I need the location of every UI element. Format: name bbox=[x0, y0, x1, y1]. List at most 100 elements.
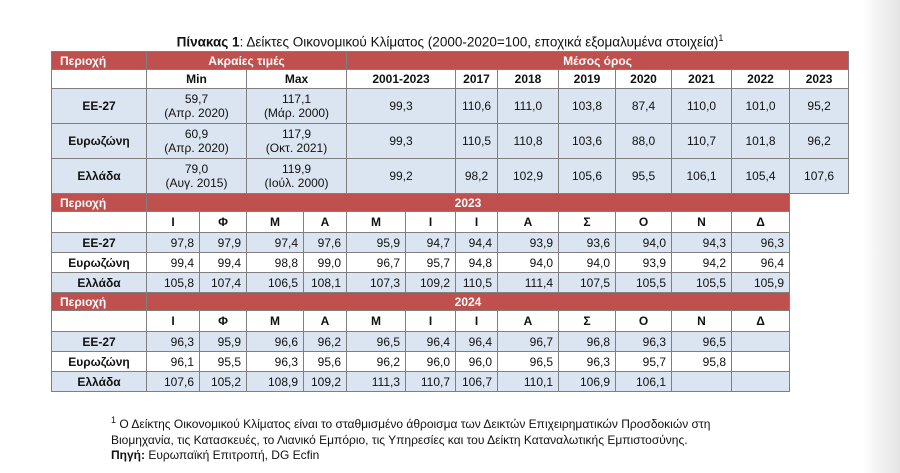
average-value-cell: 110,8 bbox=[497, 123, 560, 159]
month-header: Σ bbox=[558, 211, 617, 233]
month-header: Μ bbox=[346, 310, 407, 332]
month-header: Ο bbox=[615, 211, 673, 233]
month-value-cell bbox=[671, 371, 733, 392]
year-header: 2023 bbox=[145, 193, 791, 212]
month-header: Α bbox=[497, 310, 560, 332]
month-value-cell: 94,7 bbox=[405, 232, 457, 253]
month-value-cell: 94,4 bbox=[455, 232, 499, 253]
month-value-cell: 106,5 bbox=[246, 272, 304, 293]
year-column-header: 2020 bbox=[615, 69, 673, 89]
extremes-header: Ακραίες τιμές bbox=[145, 51, 348, 70]
average-value-cell: 110,7 bbox=[671, 123, 733, 159]
month-header: Α bbox=[302, 310, 348, 332]
max-cell: 117,9 (Οκτ. 2021) bbox=[245, 123, 348, 159]
table-title-footnote-mark: 1 bbox=[718, 33, 724, 43]
footnote-line-1: 1 Ο Δείκτης Οικονομικού Κλίματος είναι τ… bbox=[111, 413, 851, 433]
month-value-cell: 94,0 bbox=[558, 252, 617, 273]
month-value-cell: 105,9 bbox=[731, 272, 791, 293]
month-header: Ι bbox=[405, 211, 457, 233]
region-label: ΕΕ-27 bbox=[51, 232, 147, 253]
table-a-row: ΕΕ-27 59,7 (Απρ. 2020) 117,1 (Μάρ. 2000) 99,3… bbox=[51, 88, 850, 124]
extreme-value: 117,1 bbox=[281, 92, 312, 106]
average-value-cell: 95,2 bbox=[789, 88, 850, 124]
month-header: Α bbox=[497, 211, 560, 233]
month-value-cell: 95,5 bbox=[199, 351, 247, 372]
extreme-date: (Μάρ. 2000) bbox=[263, 106, 330, 120]
table_2023-header-row: Περιοχή 2023 bbox=[51, 193, 849, 212]
average-value-cell: 99,3 bbox=[346, 123, 457, 159]
month-value-cell: 109,2 bbox=[405, 272, 457, 293]
month-value-cell: 99,0 bbox=[302, 252, 348, 273]
month-value-cell bbox=[731, 331, 791, 352]
month-header: Ι bbox=[405, 310, 457, 332]
month-value-cell: 105,5 bbox=[615, 272, 673, 293]
table_2023-data-row: ΕΕ-27 97,8 97,9 97,4 97,6 95,9 94,7 94,4 93,9 93,… bbox=[51, 232, 849, 253]
month-value-cell: 95,6 bbox=[302, 351, 348, 372]
month-value-cell: 94,8 bbox=[455, 252, 499, 273]
month-value-cell: 111,3 bbox=[346, 371, 407, 392]
month-value-cell: 96,3 bbox=[558, 351, 617, 372]
month-value-cell: 96,4 bbox=[731, 252, 791, 273]
month-value-cell: 96,0 bbox=[405, 351, 457, 372]
average-value-cell: 87,4 bbox=[615, 88, 673, 124]
extreme-date: (Οκτ. 2021) bbox=[265, 141, 328, 155]
month-header: Ν bbox=[671, 310, 733, 332]
month-value-cell: 107,4 bbox=[199, 272, 247, 293]
region-label: Ελλάδα bbox=[51, 371, 147, 392]
month-value-cell: 96,3 bbox=[146, 331, 200, 352]
month-value-cell: 96,0 bbox=[455, 351, 499, 372]
average-value-cell: 96,2 bbox=[789, 123, 850, 159]
extreme-value: 79,0 bbox=[184, 162, 209, 176]
region-label: ΕΕ-27 bbox=[51, 88, 147, 124]
average-value-cell: 105,6 bbox=[558, 158, 617, 194]
table_2024-data-row: ΕΕ-27 96,3 95,9 96,6 96,2 96,5 96,4 96,4 96,7 96,… bbox=[51, 331, 849, 352]
region-header: Περιοχή bbox=[51, 193, 147, 212]
extreme-value: 119,9 bbox=[281, 162, 312, 176]
average-value-cell: 105,4 bbox=[731, 158, 791, 194]
month-header: Σ bbox=[558, 310, 617, 332]
min-cell: 60,9 (Απρ. 2020) bbox=[146, 123, 247, 159]
month-value-cell: 108,9 bbox=[246, 371, 304, 392]
month-value-cell: 109,2 bbox=[302, 371, 348, 392]
month-value-cell: 108,1 bbox=[302, 272, 348, 293]
region-header: Περιοχή bbox=[51, 51, 147, 70]
source-label: Πηγή: bbox=[111, 448, 145, 462]
month-value-cell: 96,3 bbox=[731, 232, 791, 253]
footnote-line-2: Βιομηχανία, τις Κατασκευές, το Λιανικό Ε… bbox=[111, 432, 688, 447]
max-header: Max bbox=[245, 69, 348, 89]
month-value-cell: 110,1 bbox=[497, 371, 560, 392]
extreme-date: (Αυγ. 2015) bbox=[165, 176, 228, 190]
min-cell: 79,0 (Αυγ. 2015) bbox=[146, 158, 247, 194]
year-column-header: 2018 bbox=[497, 69, 560, 89]
month-value-cell: 96,2 bbox=[302, 331, 348, 352]
month-value-cell: 96,2 bbox=[346, 351, 407, 372]
month-value-cell: 106,9 bbox=[558, 371, 617, 392]
year-column-header: 2017 bbox=[455, 69, 499, 89]
month-header: Ν bbox=[671, 211, 733, 233]
footnote-mark: 1 bbox=[111, 415, 117, 425]
page-edge-shadow bbox=[862, 0, 900, 473]
table-a-row: Ελλάδα 79,0 (Αυγ. 2015) 119,9 (Ιούλ. 2000) 99… bbox=[51, 158, 850, 194]
extreme-date: (Απρ. 2020) bbox=[164, 141, 229, 155]
month-header: Φ bbox=[199, 211, 247, 233]
month-value-cell: 107,3 bbox=[346, 272, 407, 293]
month-value-cell: 95,9 bbox=[199, 331, 247, 352]
year-header: 2024 bbox=[145, 292, 791, 311]
month-value-cell: 93,9 bbox=[497, 232, 560, 253]
year-column-header: 2021 bbox=[671, 69, 733, 89]
month-value-cell: 93,6 bbox=[558, 232, 617, 253]
table-a-header-row: Περιοχή Ακραίες τιμές Μέσος όρος bbox=[51, 51, 850, 70]
month-value-cell: 94,0 bbox=[497, 252, 560, 273]
average-value-cell: 101,8 bbox=[731, 123, 791, 159]
average-value-cell: 107,6 bbox=[789, 158, 850, 194]
blank-cell bbox=[51, 211, 147, 233]
month-value-cell: 96,3 bbox=[246, 351, 304, 372]
month-value-cell: 95,7 bbox=[405, 252, 457, 273]
extreme-value: 117,9 bbox=[281, 127, 312, 141]
region-label: ΕΕ-27 bbox=[51, 331, 147, 352]
min-cell: 59,7 (Απρ. 2020) bbox=[146, 88, 247, 124]
month-value-cell: 98,8 bbox=[246, 252, 304, 273]
